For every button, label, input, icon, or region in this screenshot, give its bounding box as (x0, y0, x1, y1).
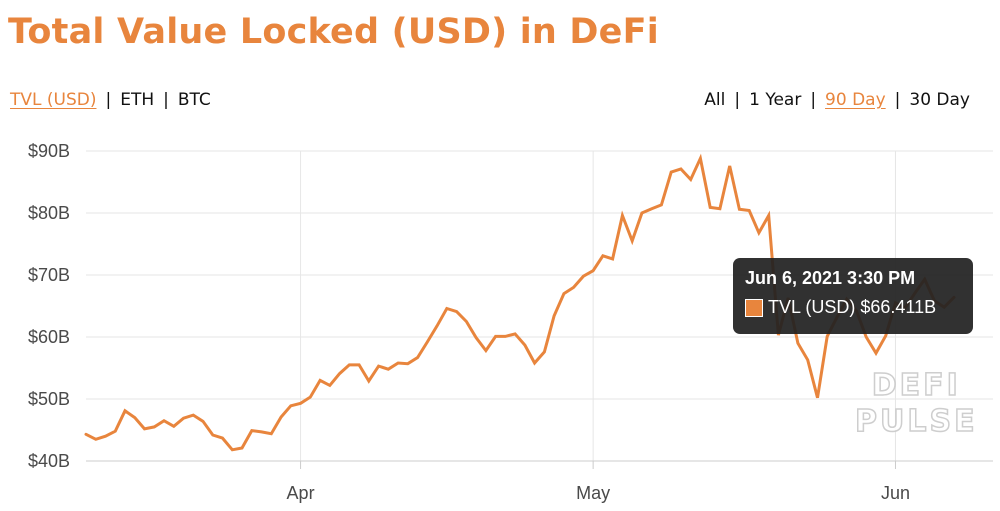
metric-toggle: TVL (USD) | ETH | BTC (10, 90, 211, 110)
chart-series (84, 153, 956, 452)
metric-option-tvl-usd[interactable]: TVL (USD) (10, 90, 97, 110)
watermark-line-2: PULSE (854, 403, 978, 440)
metric-option-btc[interactable]: BTC (177, 90, 211, 110)
y-tick-label: $70B (28, 265, 70, 285)
separator: | (163, 90, 169, 110)
tooltip-value: $66.411B (860, 297, 937, 317)
x-tick-label: Apr (287, 483, 315, 503)
range-option-1-year[interactable]: 1 Year (749, 90, 802, 110)
tooltip-series-swatch (745, 298, 763, 317)
range-option-90-day[interactable]: 90 Day (825, 90, 886, 110)
defi-pulse-watermark: DEFI PULSE (854, 367, 978, 440)
chart-axis-labels: $40B $50B $60B $70B $80B $90B Apr May Jun (28, 141, 910, 503)
separator: | (894, 90, 901, 110)
range-option-30-day[interactable]: 30 Day (909, 90, 970, 110)
page-title: Total Value Locked (USD) in DeFi (8, 12, 659, 52)
separator: | (734, 90, 741, 110)
y-tick-label: $50B (28, 389, 70, 409)
separator: | (810, 90, 817, 110)
tvl-series-line (84, 153, 956, 452)
range-option-all[interactable]: All (704, 90, 726, 110)
chart-tooltip: Jun 6, 2021 3:30 PM TVL (USD) $66.411B (733, 258, 973, 334)
y-tick-label: $40B (28, 451, 70, 471)
tooltip-date: Jun 6, 2021 3:30 PM (745, 268, 916, 288)
separator: | (105, 90, 112, 110)
range-toggle: All | 1 Year | 90 Day | 30 Day (704, 90, 970, 110)
x-tick-label: May (576, 483, 610, 503)
y-tick-label: $80B (28, 203, 70, 223)
x-tick-label: Jun (881, 483, 910, 503)
metric-option-eth[interactable]: ETH (120, 90, 155, 110)
tooltip-series-name: TVL (USD) (768, 297, 856, 317)
y-tick-label: $90B (28, 141, 70, 161)
y-tick-label: $60B (28, 327, 70, 347)
tooltip-row: TVL (USD) $66.411B (745, 297, 961, 318)
watermark-line-1: DEFI (871, 367, 961, 404)
